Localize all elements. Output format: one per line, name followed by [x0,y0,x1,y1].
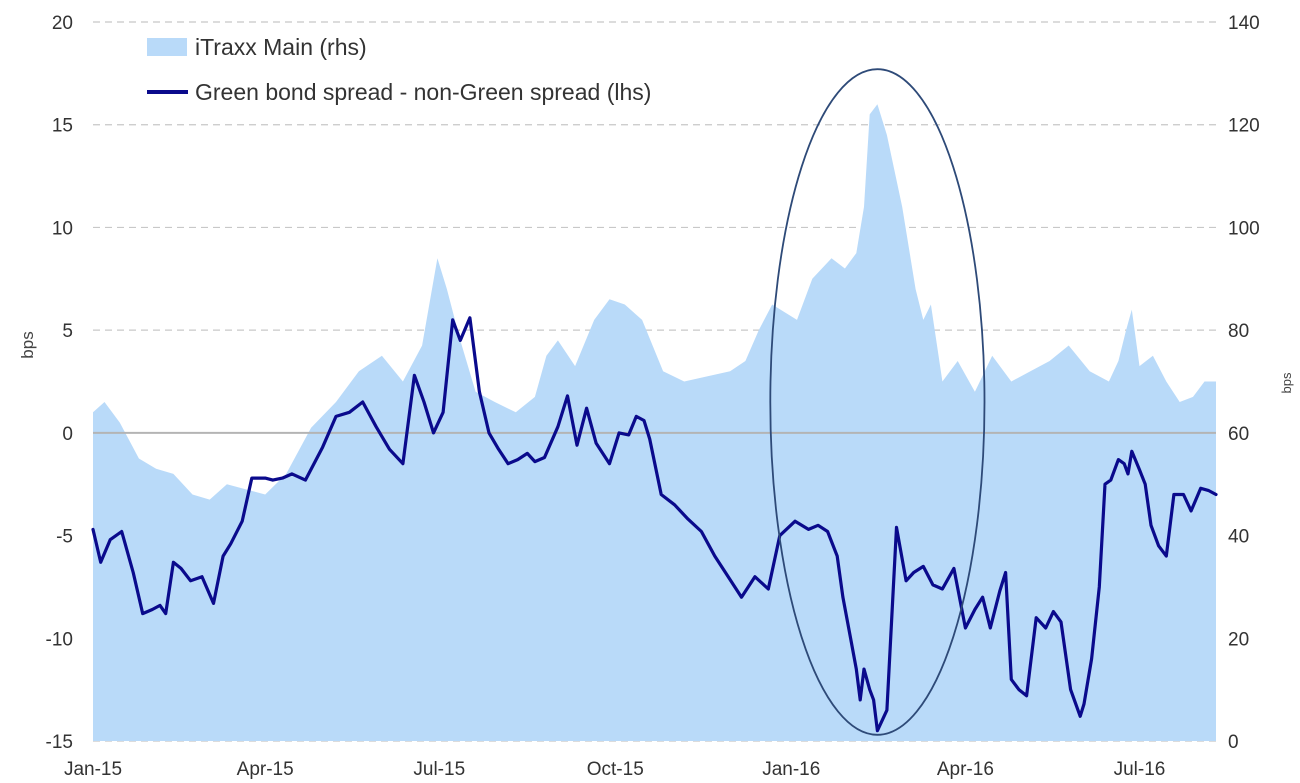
highlight-ellipse [769,68,986,736]
legend-area-swatch [147,38,187,56]
x-tick-label: Jul-15 [413,759,465,780]
legend-line-label: Green bond spread - non-Green spread (lh… [195,79,651,105]
legend-area-label: iTraxx Main (rhs) [195,34,367,60]
right-y-tick-label: 0 [1228,732,1239,753]
green-spread-line-series [91,316,1218,733]
right-y-tick-label: 80 [1228,321,1249,342]
x-tick-label: Oct-15 [587,759,644,780]
itraxx-area-series [93,104,1216,741]
right-y-tick-label: 40 [1228,527,1249,548]
legend: iTraxx Main (rhs) Green bond spread - no… [147,34,651,105]
x-tick-label: Jan-16 [762,759,820,780]
left-y-tick-label: 10 [52,218,73,239]
left-y-tick-label: 5 [62,321,73,342]
x-tick-label: Apr-16 [937,759,994,780]
x-tick-label: Jul-16 [1114,759,1166,780]
left-y-ticks: 20 15 10 5 0 -5 -10 -15 [46,13,73,753]
right-axis-title: bps [1279,372,1294,393]
left-axis-title: bps [18,331,37,358]
x-tick-label: Apr-15 [237,759,294,780]
left-y-tick-label: -15 [46,732,73,753]
right-y-tick-label: 120 [1228,116,1260,137]
left-y-tick-label: 20 [52,13,73,34]
left-y-tick-label: 15 [52,116,73,137]
right-y-ticks: 140 120 100 80 60 40 20 0 [1228,13,1260,753]
x-ticks: Jan-15 Apr-15 Jul-15 Oct-15 Jan-16 Apr-16 Jul-… [64,759,1165,780]
x-tick-label: Jan-15 [64,759,122,780]
right-y-tick-label: 140 [1228,13,1260,34]
right-y-tick-label: 100 [1228,218,1260,239]
right-y-tick-label: 20 [1228,629,1249,650]
left-y-tick-label: -5 [56,527,73,548]
left-y-tick-label: 0 [62,424,73,445]
left-y-tick-label: -10 [46,629,73,650]
right-y-tick-label: 60 [1228,424,1249,445]
